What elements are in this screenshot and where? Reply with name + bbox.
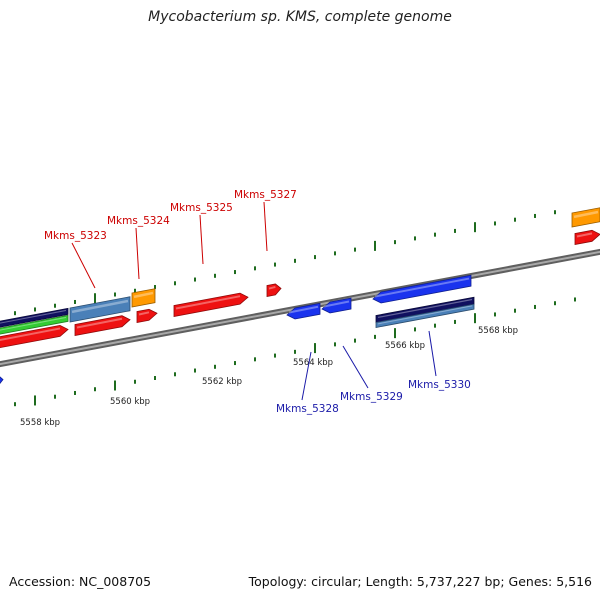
gene-highlight (76, 317, 123, 329)
scale-label: 5558 kbp (20, 418, 60, 428)
gene-highlight (71, 299, 129, 314)
scale-labels: 5558 kbp 5560 kbp 5562 kbp 5564 kbp 5566 kbp… (20, 326, 518, 428)
gene-arrow-red (173, 292, 249, 317)
gene-arrow-red (74, 315, 131, 336)
gene-highlight (374, 277, 470, 298)
gene-label-reverse: Mkms_5330 (408, 379, 471, 391)
genome-summary-text: Topology: circular; Length: 5,737,227 bp… (248, 574, 592, 589)
scale-ticks (14, 210, 576, 407)
map-title: Mycobacterium sp. KMS, complete genome (148, 9, 452, 25)
gene-highlight (323, 300, 350, 308)
gene-arrow-navy (0, 307, 69, 328)
scale-label: 5564 kbp (293, 358, 333, 368)
gene-label-leader (301, 351, 312, 401)
scale-label: 5560 kbp (110, 397, 150, 407)
gene-arrow-red (136, 308, 158, 323)
gene-arrow-orange (131, 288, 156, 308)
gene-label-leader (342, 345, 369, 389)
gene-highlight (0, 309, 67, 324)
gene-arrow-orange (571, 207, 600, 228)
gene-label-forward: Mkms_5323 (44, 230, 107, 242)
gene-highlight (0, 327, 61, 341)
gene-arrow-red (266, 283, 282, 297)
scale-label: 5562 kbp (202, 377, 242, 387)
gene-label-forward: Mkms_5325 (170, 202, 233, 214)
gene-highlight (377, 305, 473, 325)
gene-arrow-red (0, 324, 69, 349)
gene-arrow-blue (0, 376, 4, 384)
gene-arrow-blue (372, 274, 472, 304)
gene-highlight (573, 210, 599, 219)
gene-highlight (288, 305, 319, 314)
gene-label-forward: Mkms_5327 (234, 189, 297, 201)
gene-arrow-blue (321, 297, 352, 314)
gene-label-leader (428, 330, 437, 377)
gene-arrow-steel (375, 303, 475, 328)
gene-label-reverse: Mkms_5329 (340, 391, 403, 403)
gene-arrow-blue (286, 302, 321, 320)
gene-label-forward: Mkms_5324 (107, 215, 170, 227)
gene-label-leader (263, 201, 268, 252)
gene-highlight (377, 298, 473, 319)
gene-arrow-green (0, 314, 69, 335)
scale-label: 5566 kbp (385, 341, 425, 351)
scale-label: 5568 kbp (478, 326, 518, 336)
gene-highlight (0, 316, 67, 331)
gene-label-leader (71, 242, 96, 289)
accession-text: Accession: NC_008705 (9, 574, 152, 589)
gene-highlight (268, 285, 276, 290)
gene-label-reverse: Mkms_5328 (276, 403, 339, 415)
gene-highlight (175, 295, 241, 310)
gene-highlight (138, 311, 150, 316)
gene-label-leader (135, 227, 140, 280)
gene-arrow-steel (69, 296, 131, 323)
gene-arrow-red (574, 229, 600, 245)
gene-label-leader (199, 214, 204, 265)
gene-highlight (576, 232, 593, 238)
gene-features (0, 207, 600, 384)
gene-highlight (133, 291, 154, 299)
